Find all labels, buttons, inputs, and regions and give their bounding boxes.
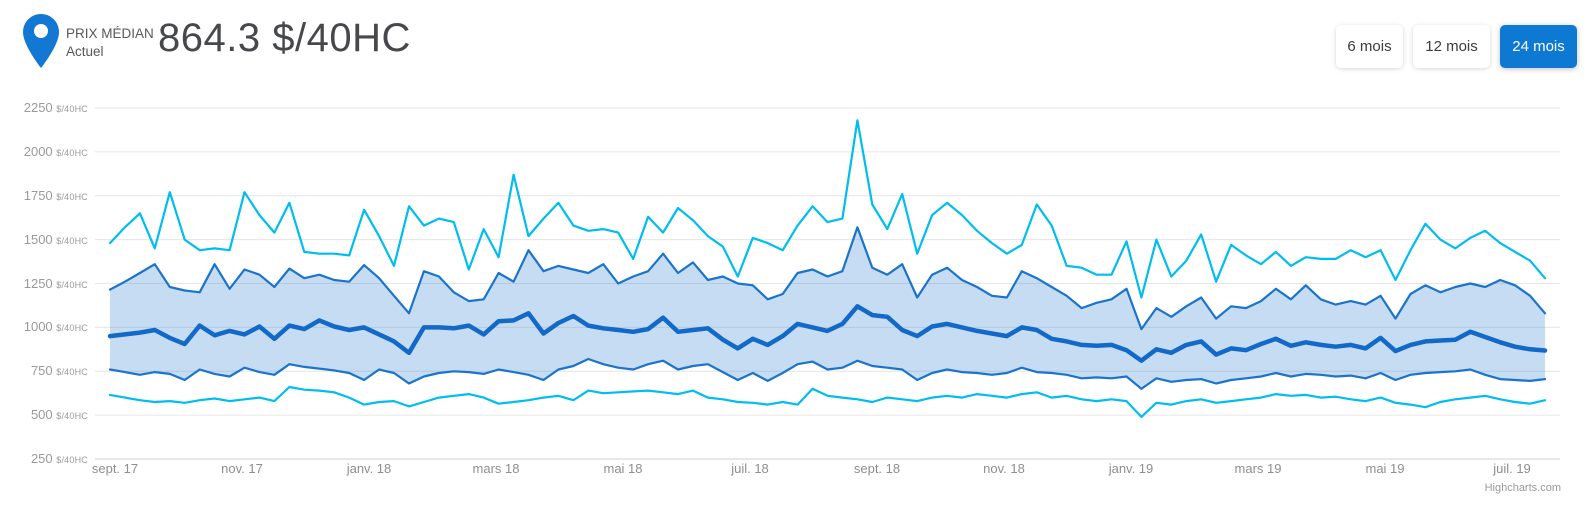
x-axis-label: janv. 19 (1108, 461, 1154, 476)
metric-label: PRIX MÉDIAN (66, 26, 154, 41)
range-button-6-mois[interactable]: 6 mois (1336, 25, 1403, 68)
range-button-24-mois[interactable]: 24 mois (1500, 25, 1577, 68)
x-axis-label: nov. 18 (983, 461, 1025, 476)
y-axis-label: 250 $/40HC (30, 451, 88, 466)
x-axis-label: janv. 18 (346, 461, 392, 476)
y-axis-label: 1250 $/40HC (23, 275, 88, 291)
series-line-min[interactable] (108, 385, 1547, 418)
x-axis-label: juil. 19 (1493, 461, 1531, 476)
x-axis-label: mars 18 (472, 461, 520, 476)
series-line-max[interactable] (108, 119, 1547, 299)
current-price: 864.3 $/40HC (158, 16, 411, 60)
highcharts-credits-link[interactable]: Highcharts.com (1484, 482, 1561, 494)
metric-label-block: PRIX MÉDIAN Actuel (66, 25, 154, 61)
x-axis-label: mai 19 (1365, 461, 1405, 476)
y-axis-label: 1750 $/40HC (23, 187, 88, 203)
x-axis-label: sept. 18 (853, 461, 901, 476)
range-button-12-mois[interactable]: 12 mois (1413, 25, 1490, 68)
x-axis-label: juil. 18 (731, 461, 769, 476)
series-line-median[interactable] (107, 304, 1548, 363)
y-axis-label: 750 $/40HC (30, 363, 88, 379)
y-axis-label: 1000 $/40HC (23, 319, 88, 335)
y-axis-label: 500 $/40HC (30, 407, 88, 423)
metric-sublabel: Actuel (66, 44, 104, 59)
series-line-lower[interactable] (108, 357, 1547, 390)
x-axis-label: mai 18 (603, 461, 643, 476)
x-axis-label: sept. 17 (91, 461, 139, 476)
location-pin-icon (23, 14, 59, 68)
x-axis-label: nov. 17 (221, 461, 263, 476)
price-range-band (110, 227, 1545, 389)
y-axis-label: 1500 $/40HC (23, 231, 88, 247)
x-axis-label: mars 19 (1234, 461, 1282, 476)
y-axis-label: 2250 $/40HC (23, 100, 88, 115)
y-axis-label: 2000 $/40HC (23, 143, 88, 159)
series-line-upper[interactable] (108, 226, 1547, 331)
